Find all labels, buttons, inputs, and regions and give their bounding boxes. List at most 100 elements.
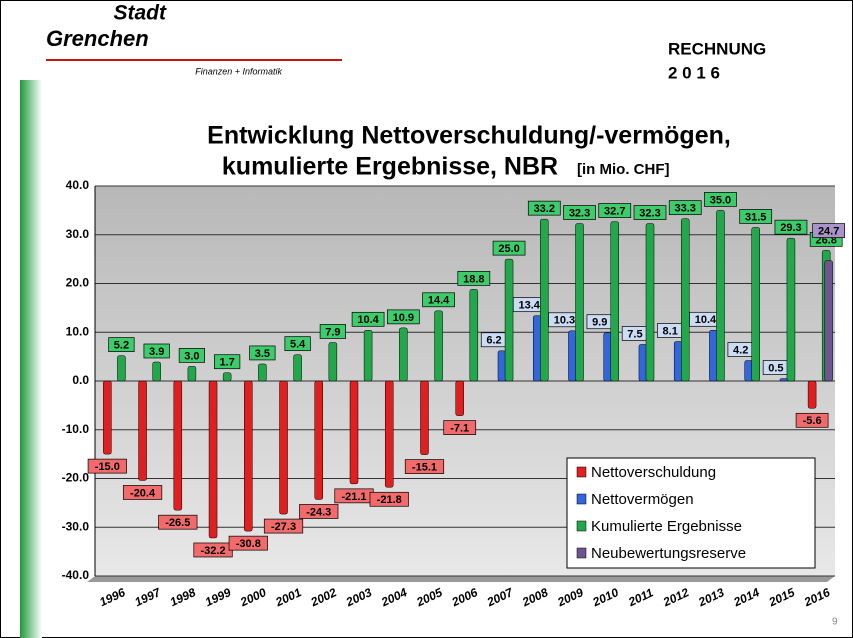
legend-swatch <box>576 466 587 478</box>
value-label: 1.7 <box>219 357 234 369</box>
value-label: -7.1 <box>450 423 469 435</box>
value-label: -15.1 <box>412 462 437 474</box>
value-label: 35.0 <box>710 194 731 206</box>
value-label-box <box>492 240 526 256</box>
x-tick-label: 2002 <box>308 585 339 610</box>
x-tick-label: 1997 <box>132 585 163 610</box>
value-label-box <box>795 412 829 428</box>
x-tick-label: 2000 <box>237 585 268 610</box>
value-label: 5.2 <box>114 340 129 352</box>
legend-label: Kumulierte Ergebnisse <box>591 518 742 535</box>
value-label: 10.4 <box>695 314 717 326</box>
value-label: -21.1 <box>341 491 366 503</box>
y-tick-label: -10.0 <box>62 422 90 436</box>
x-tick-label: 2008 <box>519 585 550 610</box>
value-label-box <box>457 271 491 286</box>
value-label: 18.8 <box>463 273 484 285</box>
value-label: 3.9 <box>149 346 164 358</box>
value-label: 10.4 <box>357 314 379 326</box>
bar <box>244 380 253 532</box>
bar <box>117 355 126 382</box>
x-tick-label: 2016 <box>801 585 832 610</box>
bar <box>824 260 833 382</box>
value-label: 33.3 <box>675 203 696 215</box>
value-label-box <box>369 491 409 507</box>
value-label: 24.7 <box>818 225 839 237</box>
value-label-box <box>739 209 773 224</box>
x-tick-label: 2015 <box>766 585 797 610</box>
bar <box>222 372 232 382</box>
value-label-box <box>563 205 596 220</box>
bar <box>455 380 464 416</box>
value-label: -21.8 <box>377 494 402 506</box>
x-tick-label: 2009 <box>554 585 585 610</box>
value-label: -32.2 <box>201 545 226 557</box>
bar <box>716 210 725 382</box>
value-label: 32.7 <box>604 205 625 217</box>
page-number: 9 <box>832 617 838 628</box>
x-tick-label: 1996 <box>97 585 127 609</box>
bar <box>645 223 655 382</box>
value-label-box <box>108 337 135 352</box>
bar <box>363 330 373 382</box>
bar <box>173 380 183 511</box>
value-label: 4.2 <box>733 344 748 356</box>
value-label: 7.9 <box>325 326 340 338</box>
bar <box>610 221 620 382</box>
bar <box>751 227 760 382</box>
bar <box>540 218 549 382</box>
logo-sub: Finanzen + Informatik <box>195 66 282 76</box>
value-label-box <box>351 311 385 327</box>
value-label-box <box>527 200 561 216</box>
x-tick-label: 2012 <box>660 585 691 610</box>
x-tick-label: 2010 <box>590 585 621 610</box>
value-label: -20.4 <box>130 487 156 499</box>
value-label-box <box>422 292 455 308</box>
value-label-box <box>704 192 737 207</box>
bar <box>469 289 479 382</box>
value-label: 0.5 <box>768 362 783 374</box>
bar <box>293 354 302 382</box>
value-label-box <box>143 343 170 359</box>
legend-label: Nettovermögen <box>591 491 694 508</box>
chart-unit: [in Mio. CHF] <box>577 161 669 178</box>
y-tick-label: -20.0 <box>62 471 90 485</box>
value-label: 32.3 <box>639 207 660 219</box>
x-tick-label: 2004 <box>378 585 409 610</box>
value-label-box <box>812 223 846 238</box>
value-label-box <box>228 535 268 551</box>
logo-line2: Grenchen <box>46 26 149 51</box>
value-label: 8.1 <box>663 325 678 337</box>
value-label-box <box>122 485 163 500</box>
chart-title: kumulierte Ergebnisse, NBR <box>222 153 558 181</box>
bar <box>314 380 324 500</box>
value-label-box <box>386 309 420 325</box>
bar <box>349 380 359 485</box>
bar <box>680 218 690 382</box>
legend-label: Neubewertungsreserve <box>591 545 746 562</box>
value-label: 6.2 <box>486 335 501 347</box>
chart-title: Entwicklung Nettoverschuldung/-vermögen, <box>207 122 731 150</box>
value-label: -5.6 <box>803 415 822 427</box>
value-label-box <box>178 348 206 363</box>
bar <box>208 380 218 539</box>
y-tick-label: 20.0 <box>66 276 90 290</box>
report-label: RECHNUNG <box>668 39 766 58</box>
value-label-box <box>668 200 702 216</box>
bar <box>138 380 147 481</box>
bar <box>187 366 197 382</box>
y-tick-label: 0.0 <box>72 373 89 387</box>
bar <box>504 258 514 382</box>
legend-swatch <box>576 547 587 559</box>
bar <box>328 342 338 382</box>
legend-swatch <box>576 493 587 505</box>
bar <box>420 380 429 455</box>
value-label-box <box>319 324 346 339</box>
value-label-box <box>249 345 276 361</box>
value-label: 25.0 <box>498 243 519 255</box>
bar <box>575 223 584 382</box>
value-label: 29.3 <box>780 222 801 234</box>
value-label: 3.0 <box>184 350 199 362</box>
value-label: 33.2 <box>534 203 555 215</box>
